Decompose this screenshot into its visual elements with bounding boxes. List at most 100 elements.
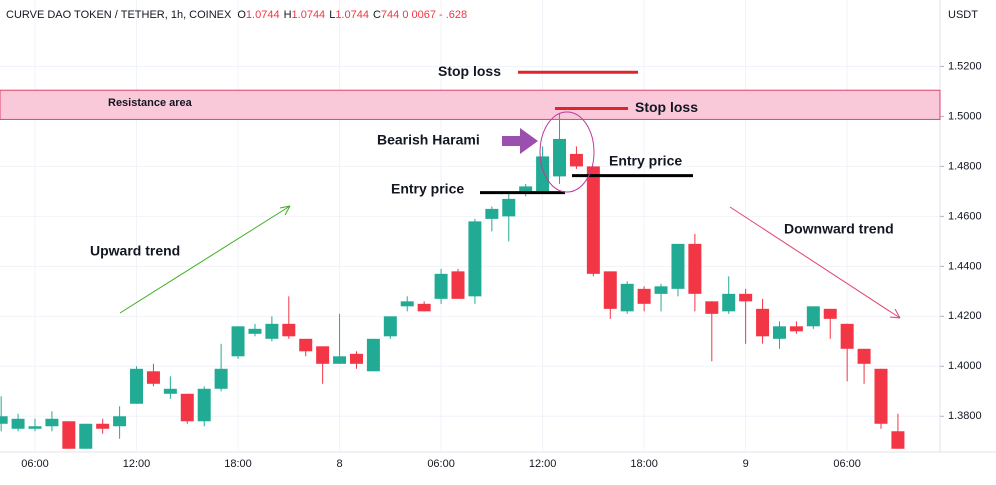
- candle-body: [451, 271, 465, 299]
- candle-body: [654, 286, 668, 294]
- candle-body: [485, 208, 499, 219]
- candle-body: [536, 156, 550, 192]
- candle-body: [891, 431, 905, 449]
- symbol-text: CURVE DAO TOKEN / TETHER, 1h, COINEX: [6, 9, 232, 21]
- candle-body: [553, 138, 567, 177]
- y-tick-label: 1.4400: [948, 260, 982, 272]
- candle-body: [0, 416, 8, 424]
- legend: O1.0744 H1.0744 L1.0744 C744 0 0067 - .628: [237, 9, 467, 21]
- x-tick-label: 9: [743, 458, 749, 470]
- candle-body: [840, 323, 854, 349]
- y-tick-label: 1.4000: [948, 360, 982, 372]
- pattern-arrow: [502, 128, 538, 154]
- candle-body: [316, 346, 330, 364]
- x-tick-label: 18:00: [630, 458, 658, 470]
- candle-body: [197, 388, 211, 422]
- candle-body: [333, 356, 347, 364]
- candle-body: [214, 368, 228, 389]
- y-axis-label: USDT: [948, 9, 978, 21]
- legend-key: C: [373, 9, 381, 21]
- pattern-label: Bearish Harami: [377, 132, 480, 148]
- candle-body: [282, 323, 296, 337]
- annotations-back: [0, 89, 941, 120]
- trend-arrow-head: [889, 308, 901, 319]
- candle-body: [248, 328, 262, 334]
- y-tick-label: 1.4600: [948, 210, 982, 222]
- candle-body: [11, 418, 25, 429]
- x-tick-label: 06:00: [21, 458, 49, 470]
- legend-value: 744 0 0067 - .628: [381, 9, 467, 21]
- y-tick-label: 1.3800: [948, 410, 982, 422]
- y-tick-label: 1.5200: [948, 60, 982, 72]
- candle-body: [857, 348, 871, 364]
- candle-body: [113, 416, 127, 427]
- entry-label: Entry price: [609, 152, 682, 168]
- candle-body: [705, 301, 719, 314]
- x-tick-label: 18:00: [224, 458, 252, 470]
- candle-body: [789, 326, 803, 332]
- trend-arrow-head: [279, 205, 291, 216]
- candle-body: [383, 316, 397, 337]
- legend-key: L: [329, 9, 335, 21]
- candle-body: [502, 198, 516, 217]
- candles: [0, 113, 905, 449]
- candle-body: [806, 306, 820, 327]
- x-tick-label: 8: [336, 458, 342, 470]
- y-tick-label: 1.4800: [948, 160, 982, 172]
- legend-key: H: [284, 9, 292, 21]
- stop-loss-label: Stop loss: [635, 99, 698, 115]
- candle-body: [130, 368, 144, 404]
- y-tick-label: 1.4200: [948, 310, 982, 322]
- trend-label: Downward trend: [784, 221, 894, 237]
- entry-label: Entry price: [391, 180, 464, 196]
- candle-body: [366, 338, 380, 372]
- candle-body: [231, 326, 245, 357]
- candle-body: [671, 243, 685, 289]
- candle-body: [417, 303, 431, 312]
- x-tick-label: 06:00: [427, 458, 455, 470]
- candle-body: [739, 293, 753, 302]
- candle-body: [620, 283, 634, 312]
- candle-body: [722, 293, 736, 312]
- x-tick-label: 12:00: [123, 458, 151, 470]
- candle-body: [163, 388, 177, 394]
- candle-body: [468, 221, 482, 297]
- resistance-label: Resistance area: [108, 97, 193, 109]
- legend-value: 1.0744: [335, 9, 369, 21]
- stop-loss-label: Stop loss: [438, 63, 501, 79]
- candle-body: [823, 308, 837, 319]
- resistance-band: [0, 89, 941, 120]
- candle-body: [603, 271, 617, 309]
- candle-body: [146, 371, 160, 384]
- trend-arrow: [119, 205, 291, 314]
- candle-body: [28, 426, 42, 429]
- annotations: Resistance area Stop loss Stop loss Entry p…: [90, 63, 901, 319]
- candle-body: [586, 166, 600, 274]
- candle-body: [180, 393, 194, 422]
- pattern-circle: [539, 111, 595, 193]
- candle-body: [874, 368, 888, 424]
- candle-body: [400, 301, 414, 307]
- candle-body: [772, 326, 786, 339]
- x-tick-label: 06:00: [833, 458, 861, 470]
- candle-body: [688, 243, 702, 294]
- legend-value: 1.0744: [292, 9, 326, 21]
- candle-body: [96, 423, 110, 429]
- candle-body: [265, 323, 279, 339]
- candle-body: [349, 353, 363, 364]
- x-tick-label: 12:00: [529, 458, 557, 470]
- symbol: CURVE DAO TOKEN / TETHER, 1h, COINEX O1.0…: [6, 9, 467, 21]
- candle-body: [434, 273, 448, 299]
- candle-body: [299, 338, 313, 352]
- candle-body: [45, 418, 59, 427]
- trend-arrow: [729, 206, 901, 319]
- candle-body: [637, 288, 651, 304]
- candle-body: [79, 423, 93, 449]
- candle-body: [519, 186, 533, 194]
- trend-label: Upward trend: [90, 243, 180, 259]
- candle-body: [62, 421, 76, 449]
- legend-value: 1.0744: [246, 9, 280, 21]
- candle-body: [756, 308, 770, 337]
